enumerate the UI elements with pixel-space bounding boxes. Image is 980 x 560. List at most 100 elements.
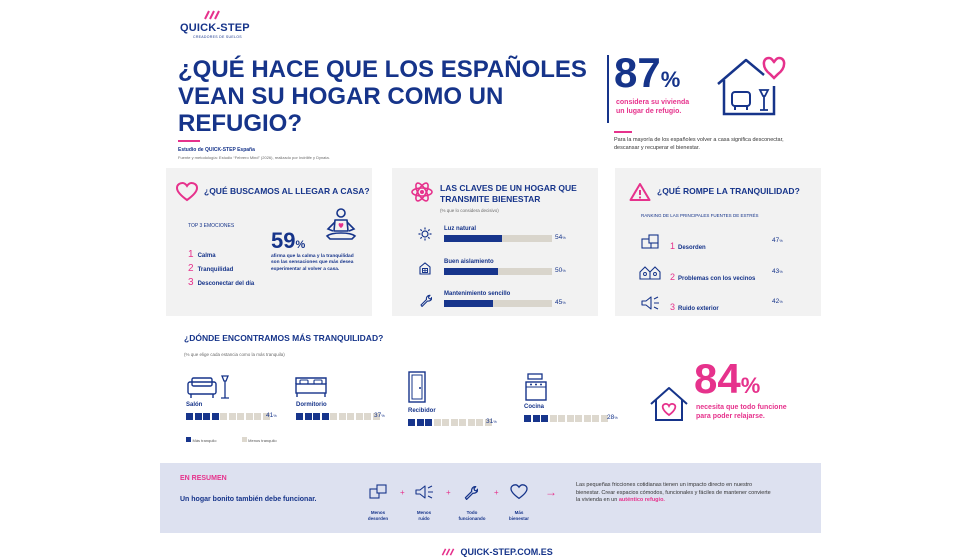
bar-buen-aislamiento — [444, 268, 552, 275]
heart-icon — [510, 484, 528, 500]
block-less — [237, 413, 244, 420]
legend-swatch-more — [186, 437, 191, 442]
page-title: ¿QUÉ HACE QUE LOS ESPAÑOLES VEAN SU HOGA… — [178, 56, 598, 137]
speaker-icon — [641, 296, 659, 310]
key-label: Luz natural — [444, 226, 477, 232]
room-value-number: 41 — [266, 412, 274, 419]
room-value-unit: % — [493, 419, 497, 424]
list-item: 2 Tranquilidad — [188, 258, 268, 274]
bar-mantenimiento-sencillo — [444, 300, 552, 307]
emotions-sub: TOP 3 EMOCIONES — [188, 223, 235, 229]
logo-mark-icon — [204, 10, 220, 20]
rank-number: 2 — [670, 272, 676, 282]
title-line-1: ¿QUÉ HACE QUE LOS ESPAÑOLES — [178, 56, 587, 83]
room-value-number: 28 — [607, 414, 615, 421]
brand-tagline: CREADORES DE SUELOS — [193, 35, 242, 39]
list-item: 1 Calma — [188, 244, 268, 260]
function-desc-line-2: para poder relajarse. — [696, 413, 765, 420]
room-value: 41% — [266, 412, 277, 419]
source-label: Fuente y metodología: Estudio “Febrero M… — [178, 155, 330, 160]
key-value: 54% — [555, 234, 566, 241]
block-less — [254, 413, 261, 420]
stress-value-number: 43 — [772, 268, 780, 275]
room-bar — [296, 412, 381, 420]
summary-text-highlight: auténtico refugio. — [618, 497, 665, 503]
key-value: 45% — [555, 299, 566, 306]
key-value-number: 45 — [555, 299, 563, 306]
block-more — [425, 419, 432, 426]
house-heart-small-icon — [650, 387, 688, 421]
key-value-number: 50 — [555, 267, 563, 274]
block-less — [558, 415, 565, 422]
block-less — [347, 413, 354, 420]
function-desc-line-1: necesita que todo funcione — [696, 404, 787, 411]
keys-note: (% que lo considera decisivo) — [440, 208, 499, 213]
bar-fill — [444, 235, 503, 242]
emotions-stat-desc: afirma que la calma y la tranquilidad so… — [271, 254, 354, 272]
room-bar — [524, 414, 609, 422]
block-less — [592, 415, 599, 422]
summary-text: Las pequeñas fricciones cotidianas tiene… — [576, 482, 772, 505]
block-less — [433, 419, 441, 426]
block-more — [416, 419, 424, 426]
summary-item-label: Menos ruido — [408, 510, 440, 522]
footer-url[interactable]: QUICK-STEP.COM.ES — [460, 546, 553, 557]
block-less — [467, 419, 475, 426]
room-value-number: 37 — [374, 412, 382, 419]
stress-label: Ruido exterior — [678, 306, 719, 312]
summary-item-line-2: bienestar — [508, 516, 529, 521]
block-more — [313, 413, 320, 420]
room-bar — [408, 418, 493, 426]
hero-divider — [607, 55, 609, 123]
block-less — [330, 413, 337, 420]
room-value-number: 31 — [486, 418, 494, 425]
hero-stat-value: 87 — [614, 49, 661, 96]
block-more — [304, 413, 312, 420]
block-more — [186, 413, 193, 420]
warning-icon — [629, 183, 651, 201]
block-less — [476, 419, 483, 426]
block-less — [575, 415, 582, 422]
rank-number: 1 — [670, 241, 676, 251]
emotion-label: Desconectar del día — [197, 281, 255, 287]
bar-fill — [444, 300, 493, 307]
hero-note: Para la mayoría de los españoles volver … — [614, 137, 784, 151]
key-value-unit: % — [562, 235, 566, 240]
block-less — [600, 415, 608, 422]
brand-logo: QUICK-STEP CREADORES DE SUELOS — [180, 10, 250, 50]
boxes-icon — [369, 484, 387, 499]
block-less — [355, 413, 363, 420]
summary-box — [160, 463, 821, 533]
rooms-heading: ¿DÓNDE ENCONTRAMOS MÁS TRANQUILIDAD? — [184, 333, 384, 343]
block-less — [220, 413, 227, 420]
bed-icon — [295, 377, 327, 397]
plus-icon: + — [446, 488, 451, 497]
summary-item-label: Más bienestar — [503, 510, 535, 522]
meditation-icon — [325, 208, 357, 240]
boxes-icon — [641, 234, 659, 249]
stress-value-unit: % — [779, 299, 783, 304]
hero-desc-line-1: considera su vivienda — [616, 99, 690, 106]
summary-item-line-1: Menos — [416, 510, 432, 515]
block-less — [459, 419, 466, 426]
house-heart-icon — [717, 56, 786, 116]
key-value-number: 54 — [555, 234, 563, 241]
key-value: 50% — [555, 267, 566, 274]
summary-tagline: Un hogar bonito también debe funcionar. — [180, 496, 317, 503]
room-label: Cocina — [524, 404, 545, 410]
room-label: Salón — [186, 402, 203, 408]
stress-value-unit: % — [779, 238, 783, 243]
stress-label: Problemas con los vecinos — [678, 276, 756, 282]
block-less — [566, 415, 574, 422]
stress-item: 2 Problemas con los vecinos — [670, 267, 755, 285]
speaker-icon — [415, 485, 433, 499]
list-item: 3 Desconectar del día — [188, 272, 268, 288]
study-label: Estudio de QUICK-STEP España — [178, 147, 255, 153]
stress-heading: ¿QUÉ ROMPE LA TRANQUILIDAD? — [657, 186, 800, 196]
bar-luz-natural — [444, 235, 552, 242]
legend-more-label: Más tranquilo — [192, 438, 217, 443]
stress-item: 1 Desorden — [670, 236, 706, 254]
emotion-label: Calma — [197, 253, 216, 259]
room-label: Recibidor — [408, 408, 436, 414]
emotions-card — [166, 168, 372, 316]
